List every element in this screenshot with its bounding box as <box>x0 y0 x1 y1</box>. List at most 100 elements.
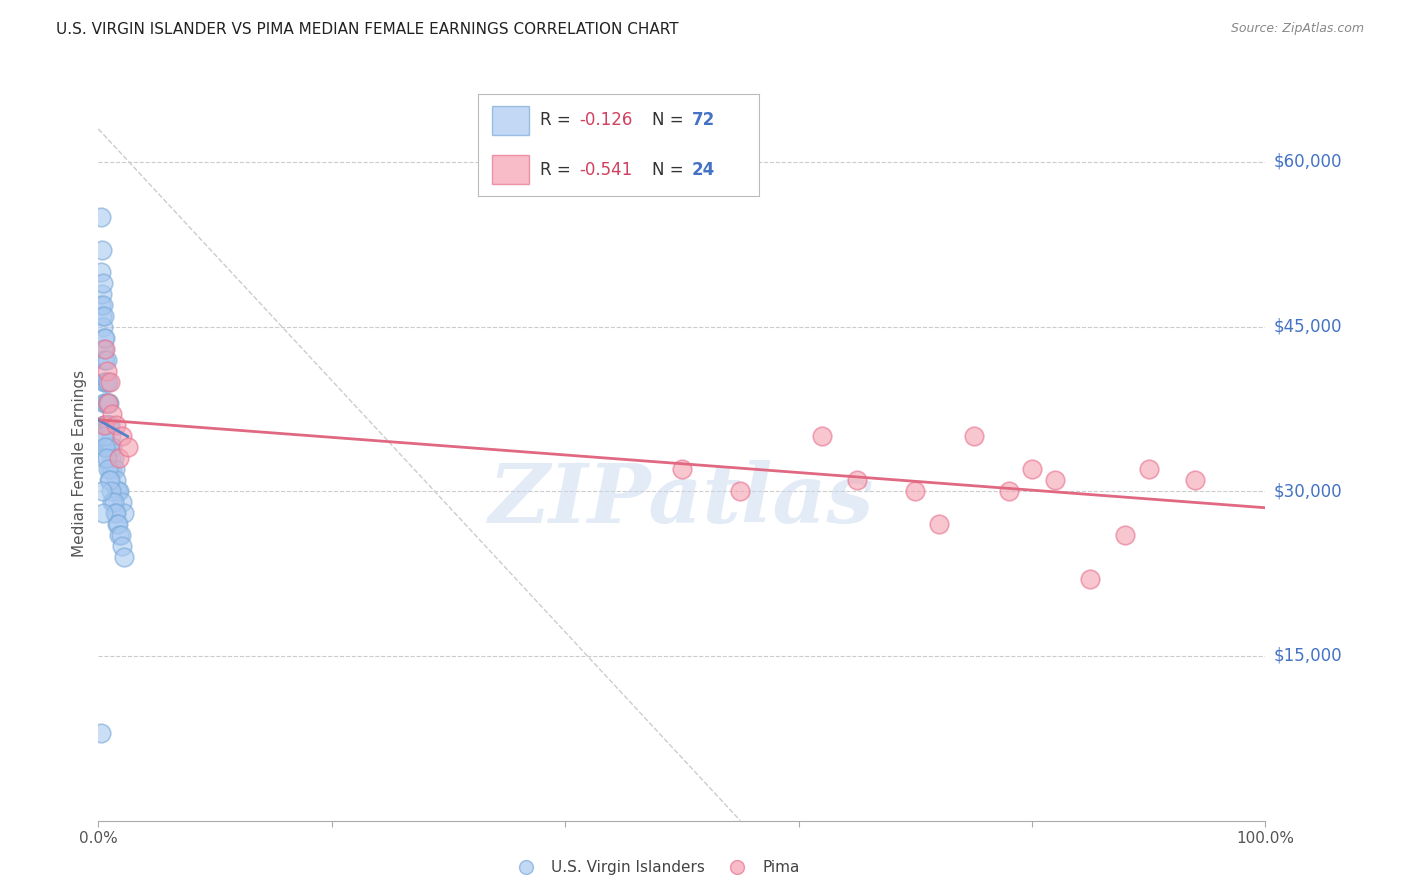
Point <box>725 860 748 874</box>
Point <box>101 495 124 509</box>
Text: ZIPatlas: ZIPatlas <box>489 459 875 540</box>
Point <box>104 506 127 520</box>
Point <box>97 441 120 455</box>
Point <box>93 418 115 433</box>
Point <box>107 517 129 532</box>
Point <box>93 352 115 367</box>
Point <box>96 396 118 410</box>
Text: Pima: Pima <box>762 860 800 875</box>
Point <box>90 243 112 257</box>
Point <box>101 441 124 455</box>
Text: N =: N = <box>652 161 689 178</box>
Point <box>98 462 121 476</box>
Point <box>97 441 120 455</box>
Point <box>97 396 120 410</box>
Text: $30,000: $30,000 <box>1274 483 1343 500</box>
Point <box>100 451 122 466</box>
Point <box>107 484 129 499</box>
Point <box>94 418 117 433</box>
Point <box>93 418 115 433</box>
Point <box>1137 462 1160 476</box>
Point <box>112 506 135 520</box>
Text: 24: 24 <box>692 161 716 178</box>
Point <box>103 451 125 466</box>
Text: R =: R = <box>540 161 576 178</box>
Point <box>94 330 117 344</box>
Point <box>90 210 112 224</box>
Point <box>96 363 118 377</box>
Point <box>96 418 118 433</box>
Point <box>997 484 1019 499</box>
Point <box>96 451 118 466</box>
Point <box>101 408 124 422</box>
Point <box>111 539 134 553</box>
Point <box>93 342 115 356</box>
Point <box>104 473 127 487</box>
Point <box>97 462 120 476</box>
Point <box>94 352 117 367</box>
Point <box>96 352 118 367</box>
Text: -0.126: -0.126 <box>579 111 633 128</box>
Point <box>93 429 115 443</box>
Point <box>117 441 139 455</box>
Point <box>93 330 115 344</box>
Point <box>90 484 112 499</box>
Text: Source: ZipAtlas.com: Source: ZipAtlas.com <box>1230 22 1364 36</box>
Point <box>91 276 114 290</box>
Point <box>91 342 114 356</box>
Text: U.S. VIRGIN ISLANDER VS PIMA MEDIAN FEMALE EARNINGS CORRELATION CHART: U.S. VIRGIN ISLANDER VS PIMA MEDIAN FEMA… <box>56 22 679 37</box>
Point <box>1045 473 1067 487</box>
Point <box>1021 462 1043 476</box>
Point <box>94 441 117 455</box>
Point <box>94 342 117 356</box>
Point <box>97 396 120 410</box>
Point <box>98 473 121 487</box>
Point <box>90 309 112 323</box>
Point <box>91 319 114 334</box>
Point <box>97 375 120 389</box>
Point <box>962 429 984 443</box>
Point <box>97 473 120 487</box>
Point <box>90 265 112 279</box>
Text: $45,000: $45,000 <box>1274 318 1343 335</box>
Point <box>111 429 134 443</box>
Text: $15,000: $15,000 <box>1274 647 1343 665</box>
Point <box>928 517 950 532</box>
Point <box>100 429 122 443</box>
Point <box>90 298 112 312</box>
Point <box>98 375 121 389</box>
Point <box>515 860 537 874</box>
Point <box>100 484 122 499</box>
Point <box>98 418 121 433</box>
Point <box>93 451 115 466</box>
Point <box>96 441 118 455</box>
Point <box>1184 473 1206 487</box>
Point <box>904 484 927 499</box>
Point <box>93 429 115 443</box>
Point <box>103 495 125 509</box>
Point <box>96 375 118 389</box>
Point <box>94 441 117 455</box>
Point <box>845 473 868 487</box>
Point <box>97 418 120 433</box>
Text: 72: 72 <box>692 111 716 128</box>
Point <box>108 484 131 499</box>
Point <box>105 517 128 532</box>
Point <box>112 550 135 565</box>
Point <box>97 418 120 433</box>
FancyBboxPatch shape <box>492 106 529 135</box>
Point <box>91 506 114 520</box>
Y-axis label: Median Female Earnings: Median Female Earnings <box>72 370 87 558</box>
Point <box>104 506 127 520</box>
Point <box>97 396 120 410</box>
Point <box>91 298 114 312</box>
Point <box>111 495 134 509</box>
Point <box>730 484 752 499</box>
Point <box>93 309 115 323</box>
Point <box>1080 572 1102 586</box>
Point <box>101 462 124 476</box>
Point <box>94 396 117 410</box>
Point <box>93 396 115 410</box>
Point <box>811 429 834 443</box>
Point <box>1114 528 1136 542</box>
